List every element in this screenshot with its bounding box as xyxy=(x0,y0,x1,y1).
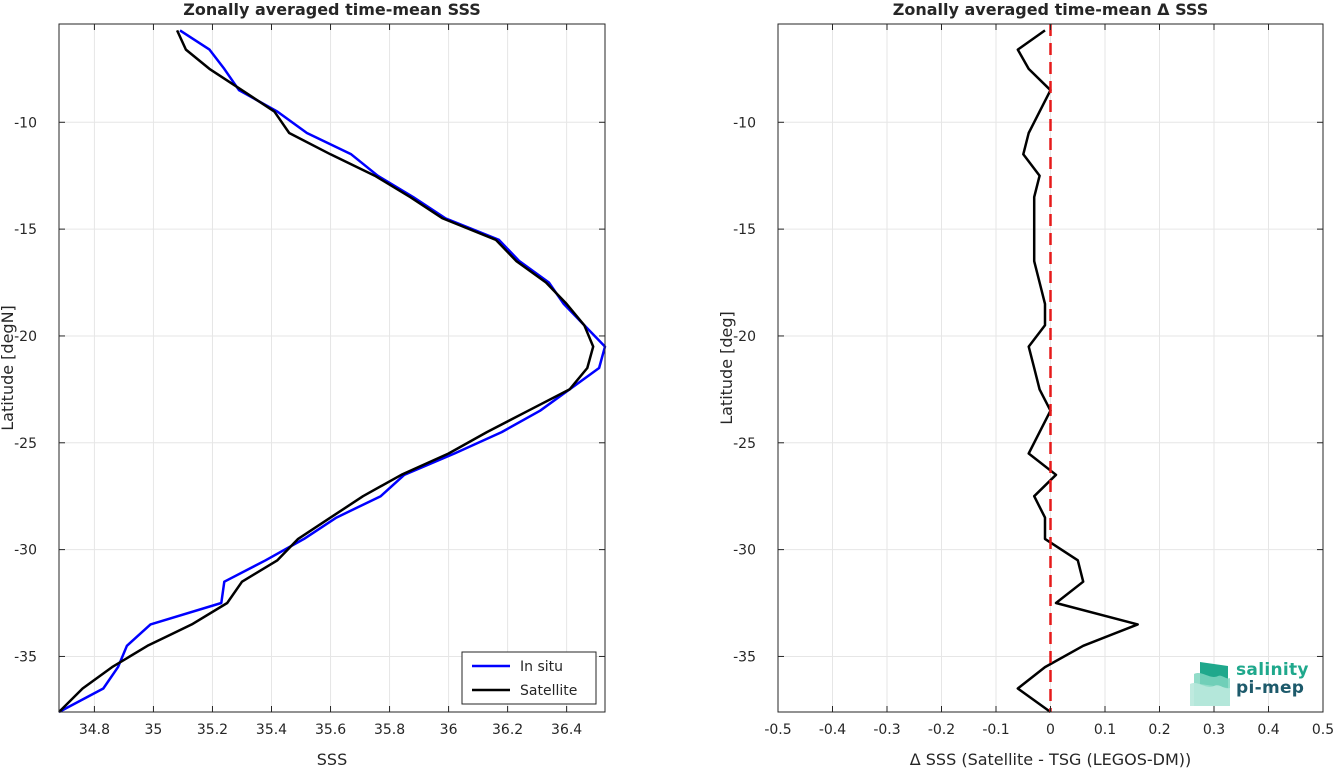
panel-delta-sss: -0.5 -0.4 -0.3 -0.2 -0.1 0 0.1 0.2 0.3 0.4 0.5 -10 -… xyxy=(717,0,1334,769)
y-tick-label: -35 xyxy=(14,649,37,665)
delta-sss-line xyxy=(1016,29,1139,714)
x-tick-label: 0.1 xyxy=(1094,722,1116,738)
x-tick-label: 0.4 xyxy=(1257,722,1279,738)
x-tick-label: 36 xyxy=(440,722,458,738)
x-tick-label: 36.4 xyxy=(551,722,582,738)
legend-label: Satellite xyxy=(520,683,577,699)
y-tick-label: -15 xyxy=(733,222,756,238)
x-tick-label: 34.8 xyxy=(79,722,110,738)
x-tick-label: 0.3 xyxy=(1203,722,1225,738)
x-tick-label: 35 xyxy=(145,722,163,738)
x-tick-label: 0 xyxy=(1046,722,1055,738)
logo-waves-icon xyxy=(1190,662,1230,706)
series-line-in-situ xyxy=(58,29,607,714)
y-tick-label: -30 xyxy=(14,543,37,559)
logo-text-pi-mep: pi-mep xyxy=(1236,678,1305,698)
x-tick-label: 36.2 xyxy=(492,722,523,738)
x-tick-label: -0.1 xyxy=(982,722,1009,738)
x-tick-label: 35.4 xyxy=(256,722,287,738)
x-tick-label: 0.5 xyxy=(1312,722,1334,738)
y-tick-label: -30 xyxy=(733,543,756,559)
chart-title: Zonally averaged time-mean SSS xyxy=(183,0,481,19)
x-tick-label: -0.5 xyxy=(764,722,791,738)
plot-area xyxy=(59,24,605,712)
y-tick-label: -25 xyxy=(14,436,37,452)
x-tick-label: 35.6 xyxy=(315,722,346,738)
axes-frame xyxy=(58,23,606,713)
legend-box xyxy=(461,651,597,705)
y-tick-label: -10 xyxy=(733,115,756,131)
x-tick-label: 35.8 xyxy=(374,722,405,738)
x-axis-label: Δ SSS (Satellite - TSG (LEGOS-DM)) xyxy=(910,750,1192,769)
y-axis-label: Latitude [degN] xyxy=(0,305,17,431)
y-axis-label: Latitude [deg] xyxy=(717,311,736,425)
y-tick-label: -15 xyxy=(14,222,37,238)
x-tick-label: -0.2 xyxy=(928,722,955,738)
chart-title: Zonally averaged time-mean Δ SSS xyxy=(893,0,1209,19)
x-tick-label: -0.4 xyxy=(819,722,846,738)
y-tick-label: -10 xyxy=(14,115,37,131)
legend-label: In situ xyxy=(520,659,563,675)
series-line-satellite xyxy=(58,29,595,713)
x-tick-label: -0.3 xyxy=(873,722,900,738)
panel-sss: 34.8 35 35.2 35.4 35.6 35.8 36 36.2 36.4 -10 -15 -2… xyxy=(0,0,607,769)
y-tick-label: -25 xyxy=(733,436,756,452)
x-tick-label: 0.2 xyxy=(1148,722,1170,738)
y-tick-label: -35 xyxy=(733,649,756,665)
legend: In situ Satellite xyxy=(461,651,597,705)
y-tick-label: -20 xyxy=(733,329,756,345)
y-tick-label: -20 xyxy=(14,329,37,345)
x-tick-label: 35.2 xyxy=(197,722,228,738)
x-axis-label: SSS xyxy=(317,750,347,769)
salinity-pi-mep-logo: salinity pi-mep xyxy=(1188,658,1316,710)
logo-text-salinity: salinity xyxy=(1236,660,1309,680)
